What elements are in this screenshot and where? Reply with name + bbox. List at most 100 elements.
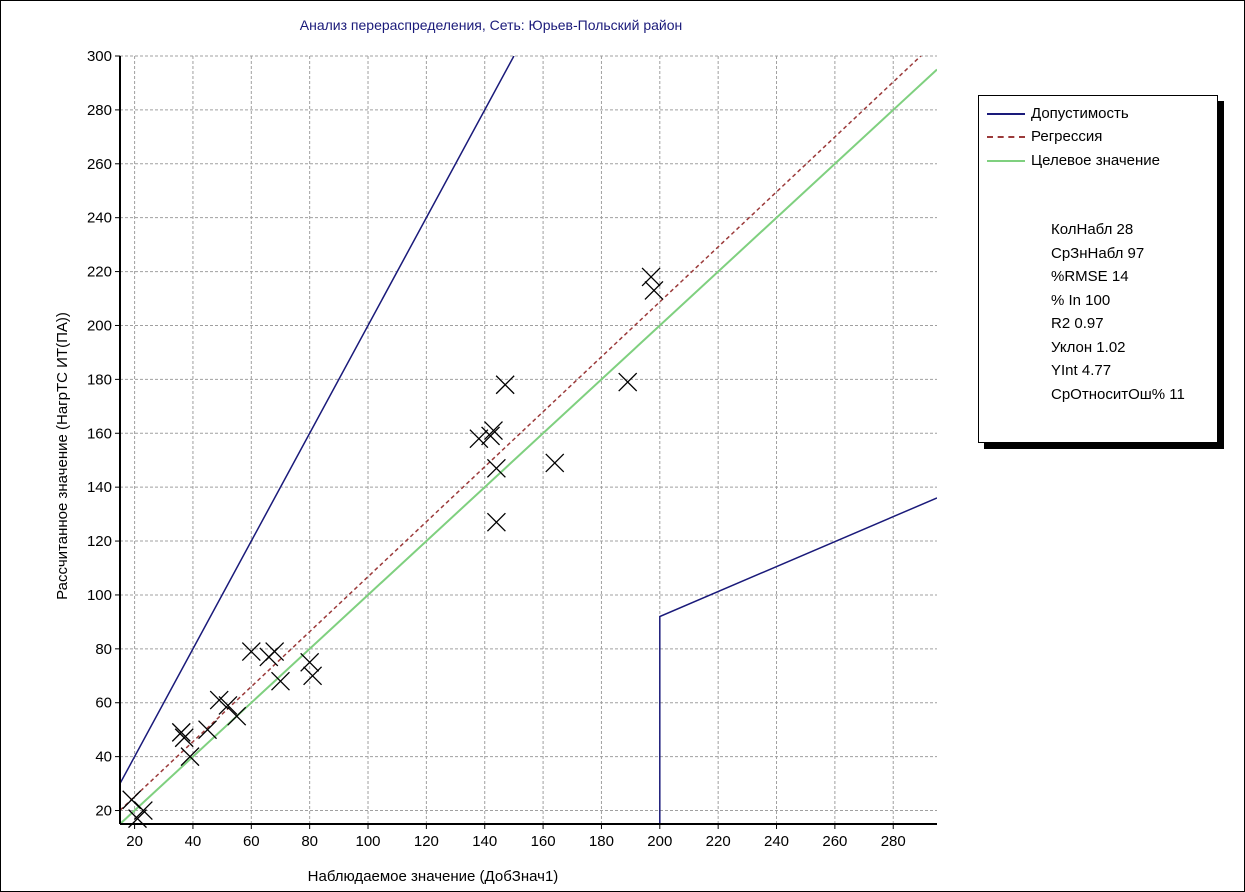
x-tick-label: 240 xyxy=(764,833,789,850)
data-point xyxy=(469,429,489,449)
legend-item-target: Целевое значение xyxy=(979,151,1217,171)
allowable-line xyxy=(120,56,515,784)
y-axis-label: Рассчитанное значение (НагрТС ИТ(ПА)) xyxy=(54,312,71,600)
data-point-stroke xyxy=(644,280,664,300)
y-tick-label: 180 xyxy=(87,371,112,388)
x-tick-label: 260 xyxy=(822,833,847,850)
stat-label: YInt xyxy=(1051,362,1078,379)
axes: 20 40 60 80 100 120 140 160 180 200 220 240 260 280 20… xyxy=(87,48,937,850)
data-point-stroke xyxy=(300,652,320,672)
data-point xyxy=(218,695,238,715)
y-tick-label: 80 xyxy=(95,641,112,658)
x-tick-label: 40 xyxy=(185,833,202,850)
legend-label-target: Целевое значение xyxy=(1031,152,1161,169)
chart-title: Анализ перераспределения, Сеть: Юрьев-По… xyxy=(299,17,683,33)
stat-row: %RMSE 14 xyxy=(1051,265,1185,289)
data-point xyxy=(265,642,285,661)
stat-value: 28 xyxy=(1112,221,1134,238)
y-tick-label: 140 xyxy=(87,479,112,496)
stat-row: YInt 4.77 xyxy=(1051,359,1185,383)
data-point-stroke xyxy=(227,706,247,726)
y-tick-label: 60 xyxy=(95,695,112,712)
data-point-stroke xyxy=(486,512,506,532)
data-point xyxy=(484,421,503,441)
data-point-stroke xyxy=(241,642,261,661)
data-point xyxy=(198,720,217,740)
grid xyxy=(120,55,937,824)
y-tick-label: 220 xyxy=(87,264,112,281)
stat-label: Уклон xyxy=(1051,338,1093,356)
y-tick-label: 40 xyxy=(95,749,112,766)
x-tick-label: 180 xyxy=(589,833,614,850)
stat-label: СрОтноситОш% xyxy=(1051,385,1166,403)
data-point-stroke xyxy=(122,790,142,810)
stat-row: % In 100 xyxy=(1051,289,1185,313)
target-line xyxy=(120,68,937,824)
data-point xyxy=(271,671,290,691)
data-point-stroke xyxy=(271,671,290,691)
data-point xyxy=(209,690,229,710)
data-point-stroke xyxy=(265,642,285,661)
data-point-stroke xyxy=(198,720,217,740)
data-point xyxy=(180,747,200,767)
x-tick-label: 20 xyxy=(126,833,143,850)
y-tick-label: 200 xyxy=(87,317,112,334)
data-point-stroke xyxy=(481,426,501,446)
data-point-stroke xyxy=(209,690,229,710)
data-point xyxy=(133,801,153,820)
stat-label: КолНабл xyxy=(1051,221,1113,238)
x-tick-label: 80 xyxy=(301,833,318,850)
y-tick-label: 260 xyxy=(87,156,112,173)
stat-label: %RMSE xyxy=(1051,268,1108,285)
data-point-stroke xyxy=(171,722,191,742)
data-point xyxy=(171,722,191,742)
allowable-line xyxy=(659,497,937,824)
stat-label: СрЗнНабл xyxy=(1051,244,1124,262)
stat-value: 4.77 xyxy=(1077,362,1112,379)
x-tick-label: 160 xyxy=(531,833,556,850)
data-point xyxy=(481,426,501,446)
stats-block: КолНабл 28 СрЗнНабл 97 %RMSE 14% In 100 R2 … xyxy=(1051,218,1185,406)
data-point xyxy=(486,458,506,478)
stat-value: 100 xyxy=(1081,291,1111,309)
y-tick-label: 160 xyxy=(87,425,112,442)
data-point xyxy=(618,372,638,392)
data-point-stroke xyxy=(486,458,506,478)
x-tick-label: 200 xyxy=(647,833,672,850)
stat-value: 14 xyxy=(1107,268,1129,285)
data-point xyxy=(486,512,506,532)
stat-label: R2 xyxy=(1051,315,1071,332)
data-point-stroke xyxy=(218,695,238,715)
legend-swatch-target xyxy=(987,160,1025,162)
y-tick-label: 20 xyxy=(95,803,112,820)
data-point xyxy=(241,642,261,661)
legend-label-regression: Регрессия xyxy=(1031,128,1103,145)
data-point xyxy=(300,652,320,672)
data-points xyxy=(122,267,664,829)
data-point-stroke xyxy=(641,267,661,287)
data-point xyxy=(641,267,661,287)
y-tick-label: 280 xyxy=(87,102,112,119)
data-point-stroke xyxy=(133,801,153,820)
series-lines xyxy=(120,56,937,824)
data-point xyxy=(644,280,664,300)
stat-value: 0.97 xyxy=(1070,315,1104,332)
legend-item-regression: Регрессия xyxy=(979,127,1217,147)
x-tick-label: 100 xyxy=(356,833,381,850)
legend-swatch-regression xyxy=(987,136,1025,138)
legend: Допустимость Регрессия Целевое значение … xyxy=(978,95,1218,443)
x-tick-label: 140 xyxy=(472,833,497,850)
stat-label: % In xyxy=(1051,291,1082,309)
x-tick-label: 280 xyxy=(881,833,906,850)
data-point-stroke xyxy=(484,421,503,441)
stat-row: КолНабл 28 xyxy=(1051,218,1185,242)
legend-swatch-allowable xyxy=(987,113,1025,115)
legend-label-allowable: Допустимость xyxy=(1031,105,1129,122)
data-point xyxy=(545,453,565,473)
stat-value: 97 xyxy=(1123,244,1145,262)
y-tick-label: 300 xyxy=(87,48,112,65)
legend-item-allowable: Допустимость xyxy=(979,104,1217,124)
data-point-stroke xyxy=(495,375,515,395)
stat-row: СрЗнНабл 97 xyxy=(1051,242,1185,266)
